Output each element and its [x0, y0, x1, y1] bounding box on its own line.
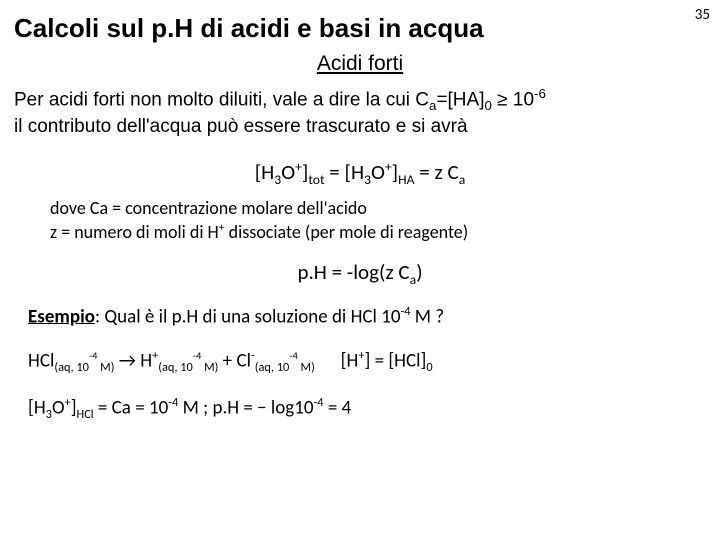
intro-sup: -6: [534, 86, 546, 101]
rx-zero: 0: [426, 360, 432, 375]
intro-sub-0: 0: [485, 98, 492, 113]
eq1-ha: HA: [398, 172, 414, 189]
res-a: [H: [28, 397, 46, 420]
res-f: = Ca = 10: [94, 397, 169, 420]
rx-arrow: →: [114, 349, 140, 372]
rx-hcl: HCl: [28, 349, 54, 372]
rx-m4c: -4: [289, 349, 298, 362]
example-tail: M ?: [411, 305, 445, 328]
eq1-eq: = [H: [325, 159, 364, 185]
equation-1: [H3O+]tot = [H3O+]HA = z Ca: [14, 158, 706, 188]
intro-mid1: =[HA]: [436, 89, 484, 110]
slide-title: Calcoli sul p.H di acidi e basi in acqua: [14, 14, 706, 44]
rx-eqHCl: ] = [HCl]: [364, 349, 426, 372]
equation-2: p.H = -log(z Ca): [14, 259, 706, 288]
rx-M1: M): [97, 360, 114, 375]
example-label: Esempio: [28, 305, 95, 328]
intro-text: Per acidi forti non molto diluiti, vale …: [14, 86, 706, 138]
slide-subtitle: Acidi forti: [14, 52, 706, 76]
desc-line-1: dove Ca = concentrazione molare dell'aci…: [50, 197, 706, 219]
eq1-d2: +: [385, 158, 392, 175]
example-text: : Qual è il p.H di una soluzione di HCl …: [95, 305, 401, 328]
eq1-c2: O: [371, 159, 385, 185]
rx-aq2: (aq, 10: [158, 360, 193, 375]
reaction-line: HCl(aq, 10-4 M) → H+(aq, 10-4 M) + Cl-(a…: [28, 348, 706, 375]
intro-line2: il contributo dell'acqua può essere tras…: [14, 116, 468, 137]
res-g: M ; p.H = − log10: [178, 397, 313, 420]
intro-pre: Per acidi forti non molto diluiti, vale …: [14, 89, 429, 110]
eq1-tail-sub: a: [459, 172, 466, 189]
rx-Hbr: [H: [341, 349, 359, 372]
eq1-a: [H: [255, 159, 275, 185]
eq2-a: p.H = -log(z C: [297, 259, 409, 285]
res-c: O: [52, 397, 65, 420]
res-hcl: HCl: [77, 407, 94, 422]
eq1-tot: tot: [308, 172, 324, 189]
rx-aq1: (aq, 10: [54, 360, 89, 375]
eq1-d: +: [295, 158, 302, 175]
desc2-post: dissociate (per mole di reagente): [225, 221, 469, 243]
rx-plus-char: +: [218, 349, 236, 372]
rx-H: H: [140, 349, 152, 372]
res-m4: -4: [168, 395, 178, 410]
rx-aq3: (aq, 10: [255, 360, 290, 375]
desc2-pre: z = numero di moli di H: [50, 221, 219, 243]
res-h: = 4: [324, 397, 352, 420]
result-line: [H3O+]HCl = Ca = 10-4 M ; p.H = − log10-…: [28, 395, 706, 422]
example-sup: -4: [400, 304, 410, 319]
desc-line-2: z = numero di moli di H+ dissociate (per…: [50, 221, 706, 243]
rx-M2: M): [201, 360, 218, 375]
eq1-c: O: [281, 159, 295, 185]
eq2-b: ): [416, 259, 422, 285]
rx-M3: M): [298, 360, 315, 375]
intro-mid2: ≥ 10: [492, 89, 534, 110]
example-line: Esempio: Qual è il p.H di una soluzione …: [28, 304, 706, 328]
eq1-b2: 3: [364, 172, 371, 189]
res-m4b: -4: [314, 395, 324, 410]
rx-Cl: Cl: [236, 349, 251, 372]
eq1-tail: = z C: [415, 159, 459, 185]
page-number: 35: [695, 6, 710, 24]
